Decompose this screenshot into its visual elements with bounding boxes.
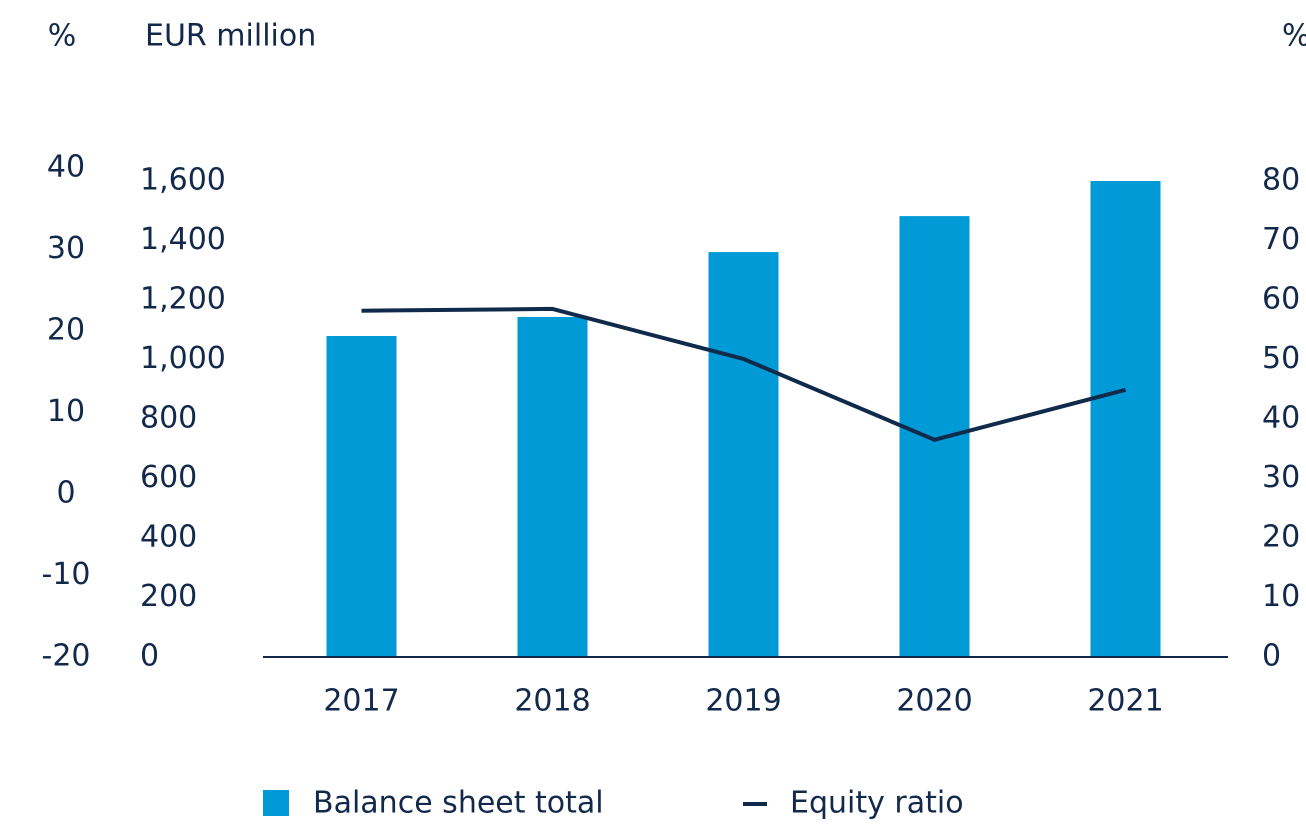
y-tick-label: 200 bbox=[140, 579, 197, 614]
y-tick-label: 400 bbox=[140, 520, 197, 555]
legend-swatch bbox=[263, 790, 289, 816]
y3-tick-label: 0 bbox=[56, 476, 75, 511]
y-axis-unit: EUR million bbox=[145, 19, 316, 54]
legend-label: Equity ratio bbox=[790, 786, 964, 821]
y-tick-label: 1,600 bbox=[140, 163, 226, 198]
y3-tick-label: 20 bbox=[47, 313, 85, 348]
bar bbox=[708, 252, 779, 658]
y3-tick-label: -10 bbox=[42, 557, 91, 592]
y-tick-label: 0 bbox=[140, 639, 159, 674]
right-axis-unit: % bbox=[1282, 19, 1306, 54]
bar bbox=[899, 216, 970, 658]
y-tick-label: 1,000 bbox=[140, 341, 226, 376]
bar bbox=[517, 316, 588, 657]
bar bbox=[326, 335, 397, 657]
x-tick-label: 2021 bbox=[1087, 684, 1163, 719]
y3-tick-label: 40 bbox=[47, 150, 85, 185]
y2-tick-label: 40 bbox=[1262, 401, 1300, 436]
y2-tick-label: 80 bbox=[1262, 163, 1300, 198]
y2-tick-label: 70 bbox=[1262, 222, 1300, 257]
y2-tick-label: 60 bbox=[1262, 282, 1300, 317]
y3-tick-label: 10 bbox=[47, 394, 85, 429]
y-tick-label: 800 bbox=[140, 401, 197, 436]
y2-tick-label: 30 bbox=[1262, 460, 1300, 495]
y-tick-label: 1,200 bbox=[140, 282, 226, 317]
y2-tick-label: 20 bbox=[1262, 520, 1300, 555]
y-tick-label: 1,400 bbox=[140, 222, 226, 257]
y3-tick-label: 30 bbox=[47, 231, 85, 266]
line bbox=[361, 306, 1127, 442]
x-tick-label: 2018 bbox=[514, 684, 590, 719]
legend-label: Balance sheet total bbox=[313, 786, 604, 821]
y2-tick-label: 0 bbox=[1262, 639, 1281, 674]
left-axis-unit: % bbox=[48, 19, 77, 54]
x-tick-label: 2020 bbox=[896, 684, 972, 719]
x-tick-label: 2017 bbox=[323, 684, 399, 719]
y-tick-label: 600 bbox=[140, 460, 197, 495]
y2-tick-label: 50 bbox=[1262, 341, 1300, 376]
bar bbox=[1090, 181, 1161, 657]
y3-tick-label: -20 bbox=[42, 639, 91, 674]
x-tick-label: 2019 bbox=[705, 684, 781, 719]
y2-tick-label: 10 bbox=[1262, 579, 1300, 614]
